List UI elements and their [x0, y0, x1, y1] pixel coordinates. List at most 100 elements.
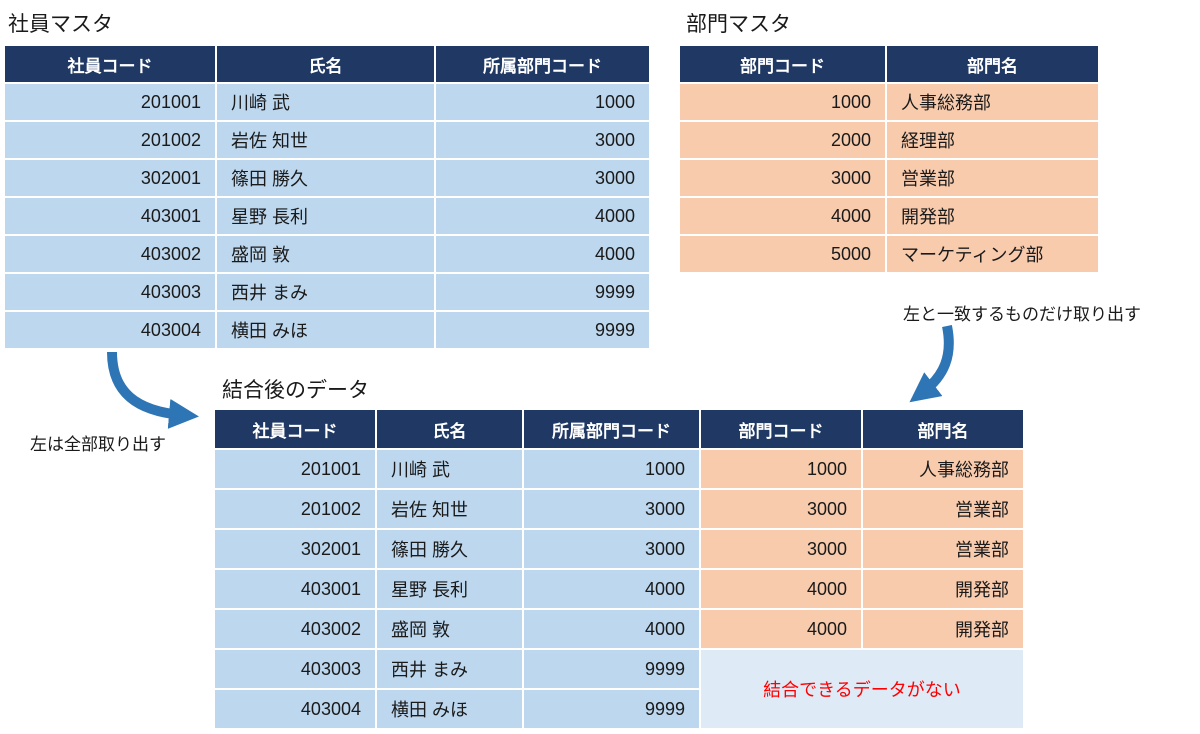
joined-table: 結合できるデータがない 社員コード 氏名 所属部門コード 部門コード 部門名 201001… — [215, 410, 1023, 730]
match-note: 左と一致するものだけ取り出す — [903, 305, 1141, 324]
table-cell: 302001 — [5, 160, 215, 196]
table-cell: 201001 — [5, 84, 215, 120]
table-cell: 201001 — [215, 450, 375, 488]
column-header: 部門コード — [680, 46, 885, 82]
table-cell: 4000 — [436, 198, 649, 234]
table-cell: 201002 — [5, 122, 215, 158]
table-cell: 営業部 — [887, 160, 1098, 196]
table-cell: 403001 — [215, 570, 375, 608]
employee-table: 社員コード 氏名 所属部門コード 201001 川崎 武 1000 201002 岩佐 知世 3… — [5, 46, 649, 350]
table-row: 5000 マーケティング部 — [680, 236, 1098, 272]
table-cell: 4000 — [680, 198, 885, 234]
table-cell: 開発部 — [863, 610, 1023, 648]
table-cell: 経理部 — [887, 122, 1098, 158]
table-cell: 4000 — [436, 236, 649, 272]
column-header: 部門コード — [701, 410, 861, 448]
table-cell: 篠田 勝久 — [217, 160, 434, 196]
column-header: 氏名 — [217, 46, 434, 82]
column-header: 部門名 — [887, 46, 1098, 82]
table-cell: 403002 — [215, 610, 375, 648]
table-cell: 201002 — [215, 490, 375, 528]
table-cell: 人事総務部 — [887, 84, 1098, 120]
table-cell: 1000 — [436, 84, 649, 120]
table-row: 403002 盛岡 敦 4000 4000 開発部 — [215, 610, 1023, 648]
table-row: 201001 川崎 武 1000 1000 人事総務部 — [215, 450, 1023, 488]
table-row: 403001 星野 長利 4000 4000 開発部 — [215, 570, 1023, 608]
table-cell: 岩佐 知世 — [217, 122, 434, 158]
table-row: 3000 営業部 — [680, 160, 1098, 196]
column-header: 所属部門コード — [524, 410, 699, 448]
table-cell: 1000 — [701, 450, 861, 488]
table-cell: 403004 — [5, 312, 215, 348]
table-cell: 9999 — [524, 650, 699, 688]
table-cell: 横田 みほ — [217, 312, 434, 348]
table-cell: 403003 — [215, 650, 375, 688]
table-cell: 302001 — [215, 530, 375, 568]
employee-table-title: 社員マスタ — [8, 13, 113, 36]
left-all-note: 左は全部取り出す — [30, 435, 166, 454]
table-cell: 403003 — [5, 274, 215, 310]
table-cell: 星野 長利 — [377, 570, 522, 608]
table-cell: 川崎 武 — [377, 450, 522, 488]
table-row: 403004 横田 みほ 9999 — [215, 690, 1023, 728]
table-row: 4000 開発部 — [680, 198, 1098, 234]
empty-join-area: 結合できるデータがない — [701, 650, 1023, 728]
table-cell: 篠田 勝久 — [377, 530, 522, 568]
table-cell: 星野 長利 — [217, 198, 434, 234]
department-table-title: 部門マスタ — [686, 13, 791, 36]
table-cell: 3000 — [701, 530, 861, 568]
table-cell: 4000 — [701, 610, 861, 648]
joined-table-title: 結合後のデータ — [222, 379, 369, 402]
table-cell: 4000 — [701, 570, 861, 608]
column-header: 社員コード — [215, 410, 375, 448]
table-cell: 営業部 — [863, 490, 1023, 528]
table-row: 403001 星野 長利 4000 — [5, 198, 649, 234]
table-row: 302001 篠田 勝久 3000 — [5, 160, 649, 196]
table-cell: マーケティング部 — [887, 236, 1098, 272]
table-cell: 人事総務部 — [863, 450, 1023, 488]
table-row: 201002 岩佐 知世 3000 — [5, 122, 649, 158]
table-row: 2000 経理部 — [680, 122, 1098, 158]
table-cell: 9999 — [436, 312, 649, 348]
table-cell: 5000 — [680, 236, 885, 272]
table-cell: 横田 みほ — [377, 690, 522, 728]
table-cell: 盛岡 敦 — [377, 610, 522, 648]
column-header: 部門名 — [863, 410, 1023, 448]
table-cell: 営業部 — [863, 530, 1023, 568]
table-cell: 2000 — [680, 122, 885, 158]
table-cell: 9999 — [524, 690, 699, 728]
table-cell: 西井 まみ — [217, 274, 434, 310]
table-cell: 403004 — [215, 690, 375, 728]
left-join-arrow — [107, 351, 199, 429]
table-row: 201001 川崎 武 1000 — [5, 84, 649, 120]
table-cell: 盛岡 敦 — [217, 236, 434, 272]
right-join-arrow — [909, 325, 954, 403]
table-row: 403002 盛岡 敦 4000 — [5, 236, 649, 272]
table-cell: 4000 — [524, 570, 699, 608]
table-row: 403003 西井 まみ 9999 — [215, 650, 1023, 688]
department-table: 部門コード 部門名 1000 人事総務部 2000 経理部 3000 営業部 4000 開発部 50… — [680, 46, 1098, 274]
table-cell: 開発部 — [863, 570, 1023, 608]
column-header: 氏名 — [377, 410, 522, 448]
table-cell: 9999 — [436, 274, 649, 310]
table-cell: 3000 — [436, 122, 649, 158]
column-header: 所属部門コード — [436, 46, 649, 82]
column-header: 社員コード — [5, 46, 215, 82]
table-row: 403004 横田 みほ 9999 — [5, 312, 649, 348]
table-cell: 4000 — [524, 610, 699, 648]
table-cell: 403002 — [5, 236, 215, 272]
table-cell: 西井 まみ — [377, 650, 522, 688]
table-cell: 1000 — [524, 450, 699, 488]
table-cell: 3000 — [524, 490, 699, 528]
table-row: 1000 人事総務部 — [680, 84, 1098, 120]
table-cell: 開発部 — [887, 198, 1098, 234]
table-cell: 3000 — [680, 160, 885, 196]
table-cell: 3000 — [701, 490, 861, 528]
no-join-note: 結合できるデータがない — [763, 680, 961, 700]
table-cell: 岩佐 知世 — [377, 490, 522, 528]
table-cell: 403001 — [5, 198, 215, 234]
table-cell: 川崎 武 — [217, 84, 434, 120]
table-row: 302001 篠田 勝久 3000 3000 営業部 — [215, 530, 1023, 568]
table-row: 201002 岩佐 知世 3000 3000 営業部 — [215, 490, 1023, 528]
